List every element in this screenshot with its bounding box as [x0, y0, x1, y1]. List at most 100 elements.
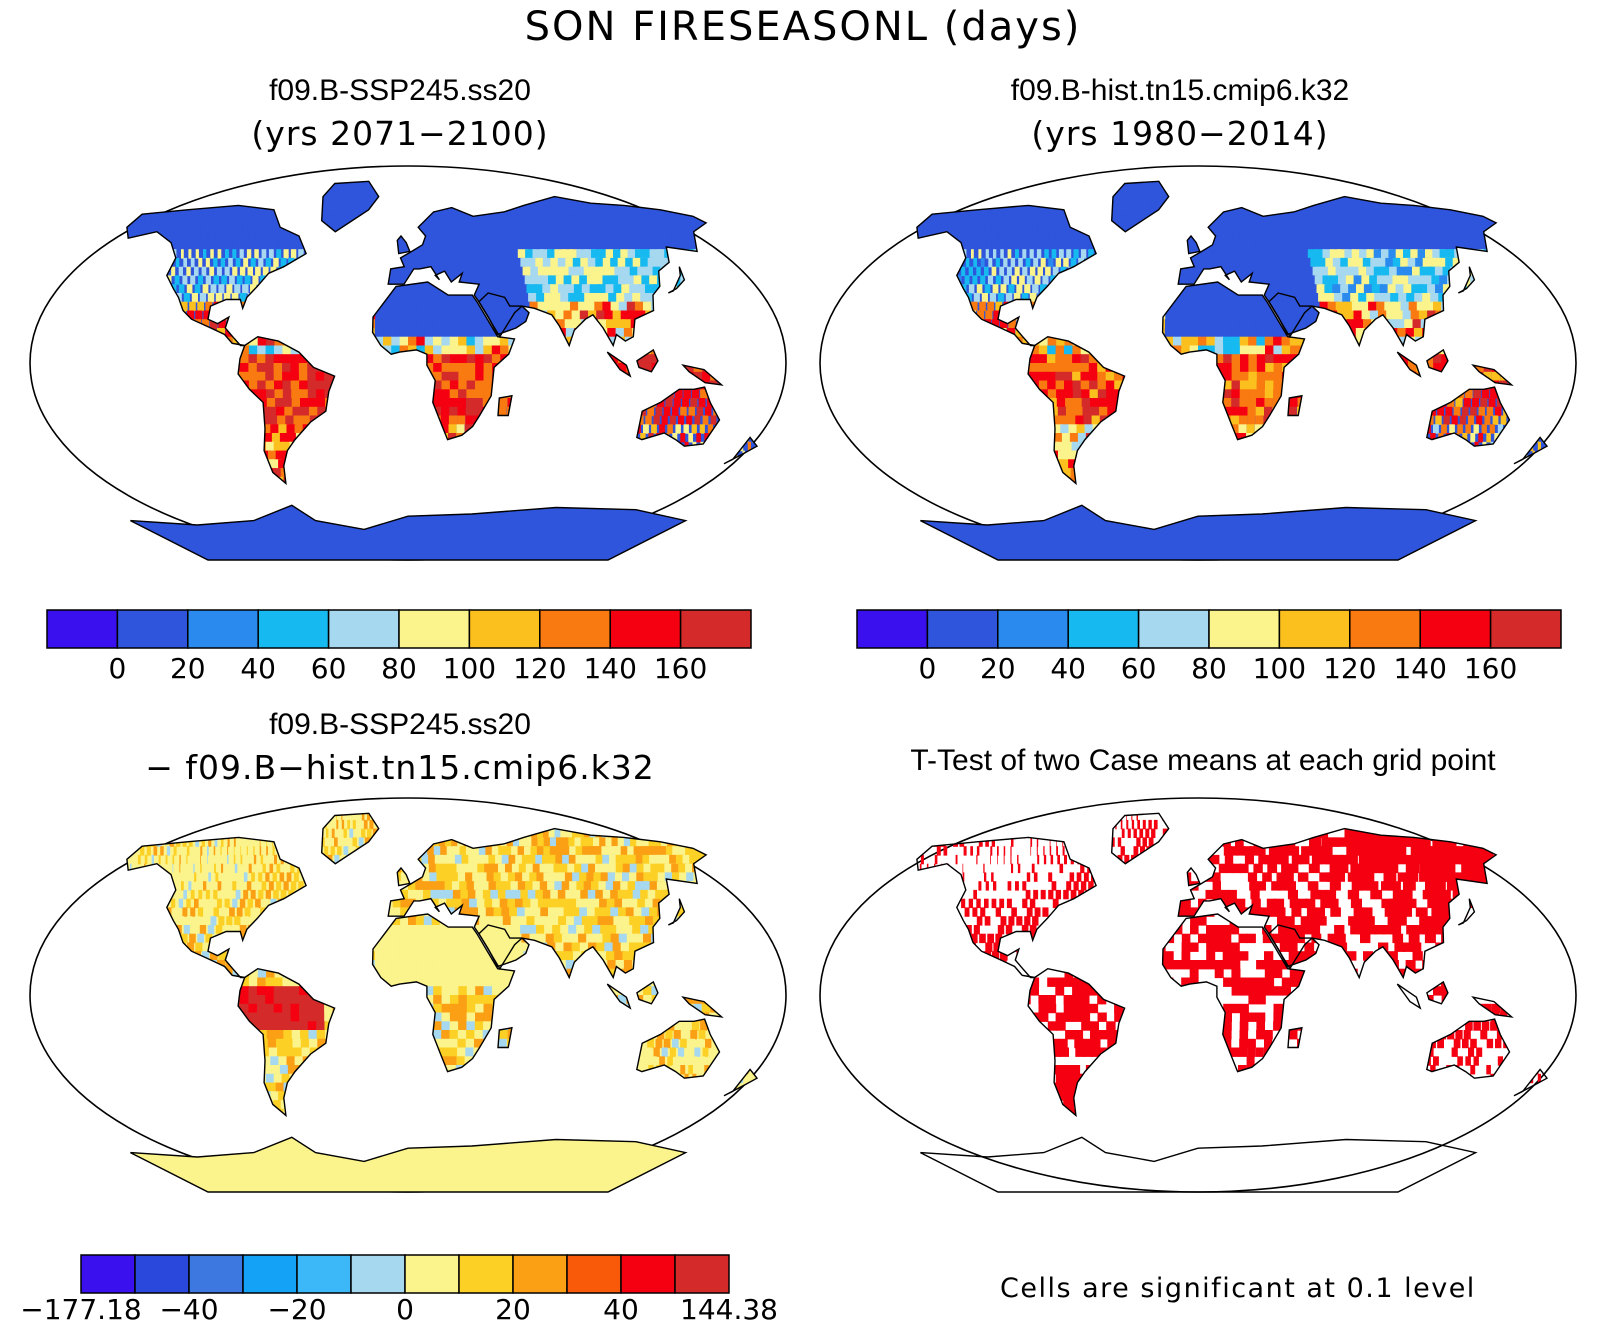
coastline: [920, 1136, 1478, 1193]
colorbar-swatch: [539, 609, 611, 649]
coastline: [681, 996, 724, 1018]
coastline: [636, 348, 659, 373]
coastline: [1161, 281, 1306, 441]
coastline: [396, 234, 411, 255]
coastline: [1110, 812, 1170, 865]
colorbar-swatch: [566, 1254, 622, 1294]
coastline: [1426, 980, 1449, 1005]
colorbar-tick-label: 60: [310, 652, 347, 685]
colorbar-swatch: [679, 609, 752, 649]
colorbar-tick-label: 80: [381, 652, 417, 685]
colorbar-swatch: [997, 609, 1069, 649]
coastline: [126, 836, 307, 979]
coastline: [723, 436, 759, 465]
colorbar-hist: [856, 609, 1562, 649]
coastline: [606, 351, 632, 378]
colorbar-tick-label: 40: [603, 1293, 639, 1326]
colorbar-tick-label: 140: [1393, 652, 1447, 685]
coastline: [636, 980, 659, 1005]
colorbar-tick-label: 160: [653, 652, 708, 685]
coastline: [667, 898, 686, 926]
panel-diff-subtitle: − f09.B−hist.tn15.cmip6.k32: [145, 748, 655, 787]
coastline: [1396, 983, 1422, 1010]
colorbar-tick-label: 60: [1120, 652, 1157, 685]
colorbar-swatch: [1419, 609, 1492, 649]
colorbar-swatch: [609, 609, 682, 649]
coastline: [130, 504, 688, 561]
colorbar-swatch: [1349, 609, 1421, 649]
colorbar-swatch: [398, 609, 471, 649]
coastline: [1457, 898, 1476, 926]
coastline: [1110, 180, 1170, 233]
coastline: [1396, 351, 1422, 378]
coastline: [497, 394, 513, 417]
colorbar-tick-label: −20: [267, 1293, 327, 1326]
colorbar-tick-label: 100: [442, 652, 497, 685]
colorbar-swatch: [926, 609, 999, 649]
coastline: [1425, 386, 1511, 447]
coastline: [1513, 436, 1549, 465]
colorbar-swatch: [512, 1254, 568, 1294]
coastline: [1177, 195, 1498, 348]
colorbar-swatch: [46, 609, 119, 649]
colorbar-tick-label: 20: [979, 652, 1016, 685]
colorbar-ssp245-labels: 0 20 40 60 80 100 120 140 160: [46, 652, 752, 688]
coastline: [320, 180, 380, 233]
coastline: [1268, 292, 1320, 336]
coastline: [1161, 913, 1306, 1073]
colorbar-swatch: [188, 1254, 244, 1294]
colorbar-swatch: [1208, 609, 1281, 649]
colorbar-tick-label: 160: [1463, 652, 1518, 685]
colorbar-swatch: [1137, 609, 1210, 649]
colorbar-swatch: [327, 609, 400, 649]
coastline: [320, 812, 380, 865]
coastline: [396, 866, 411, 887]
colorbar-tick-label: 20: [495, 1293, 531, 1326]
coastline: [371, 913, 516, 1073]
colorbar-swatch: [242, 1254, 298, 1294]
colorbar-swatch: [404, 1254, 460, 1294]
coastline: [497, 1026, 513, 1049]
colorbar-swatch: [116, 609, 189, 649]
coastline: [681, 364, 724, 386]
coastline: [667, 266, 686, 294]
coastline: [1027, 967, 1126, 1118]
colorbar-tick-label: 80: [1191, 652, 1227, 685]
colorbar-swatch: [350, 1254, 406, 1294]
coastline: [478, 292, 530, 336]
coastline: [1425, 1018, 1511, 1079]
coastline: [126, 204, 307, 347]
colorbar-tick-label: 0: [396, 1293, 414, 1326]
coastline: [635, 1018, 721, 1079]
colorbar-swatch: [187, 609, 259, 649]
colorbar-swatch: [80, 1254, 136, 1294]
coastline: [1186, 866, 1201, 887]
colorbar-swatch: [620, 1254, 676, 1294]
colorbar-tick-label: 40: [240, 652, 277, 685]
coastline: [635, 386, 721, 447]
colorbar-tick-label: 120: [1323, 652, 1377, 685]
map-diff: [29, 797, 787, 1193]
coastline: [1513, 1068, 1549, 1097]
colorbar-swatch: [674, 1254, 730, 1294]
colorbar-tick-label: 120: [513, 652, 567, 685]
colorbar-tick-label: 20: [169, 652, 206, 685]
colorbar-ssp245: [46, 609, 752, 649]
colorbar-tick-label: 144.38: [680, 1293, 778, 1326]
colorbar-tick-label: 0: [918, 652, 937, 685]
significance-note: Cells are significant at 0.1 level: [1000, 1273, 1476, 1304]
coastline: [237, 335, 336, 486]
coastline: [916, 836, 1097, 979]
coastline: [387, 195, 708, 348]
map-ssp245: [29, 165, 787, 561]
coastline: [1471, 364, 1514, 386]
map-ttest: [819, 797, 1577, 1193]
colorbar-tick-label: −40: [159, 1293, 219, 1326]
colorbar-diff-labels: −177.18 −40 −20 0 20 40 144.38: [20, 1293, 778, 1326]
coastline: [920, 504, 1478, 561]
coastline: [723, 1068, 759, 1097]
coastline: [130, 1136, 688, 1193]
colorbar-swatch: [296, 1254, 352, 1294]
panel-hist-subtitle: (yrs 1980−2014): [1031, 114, 1329, 153]
colorbar-tick-label: 0: [108, 652, 127, 685]
